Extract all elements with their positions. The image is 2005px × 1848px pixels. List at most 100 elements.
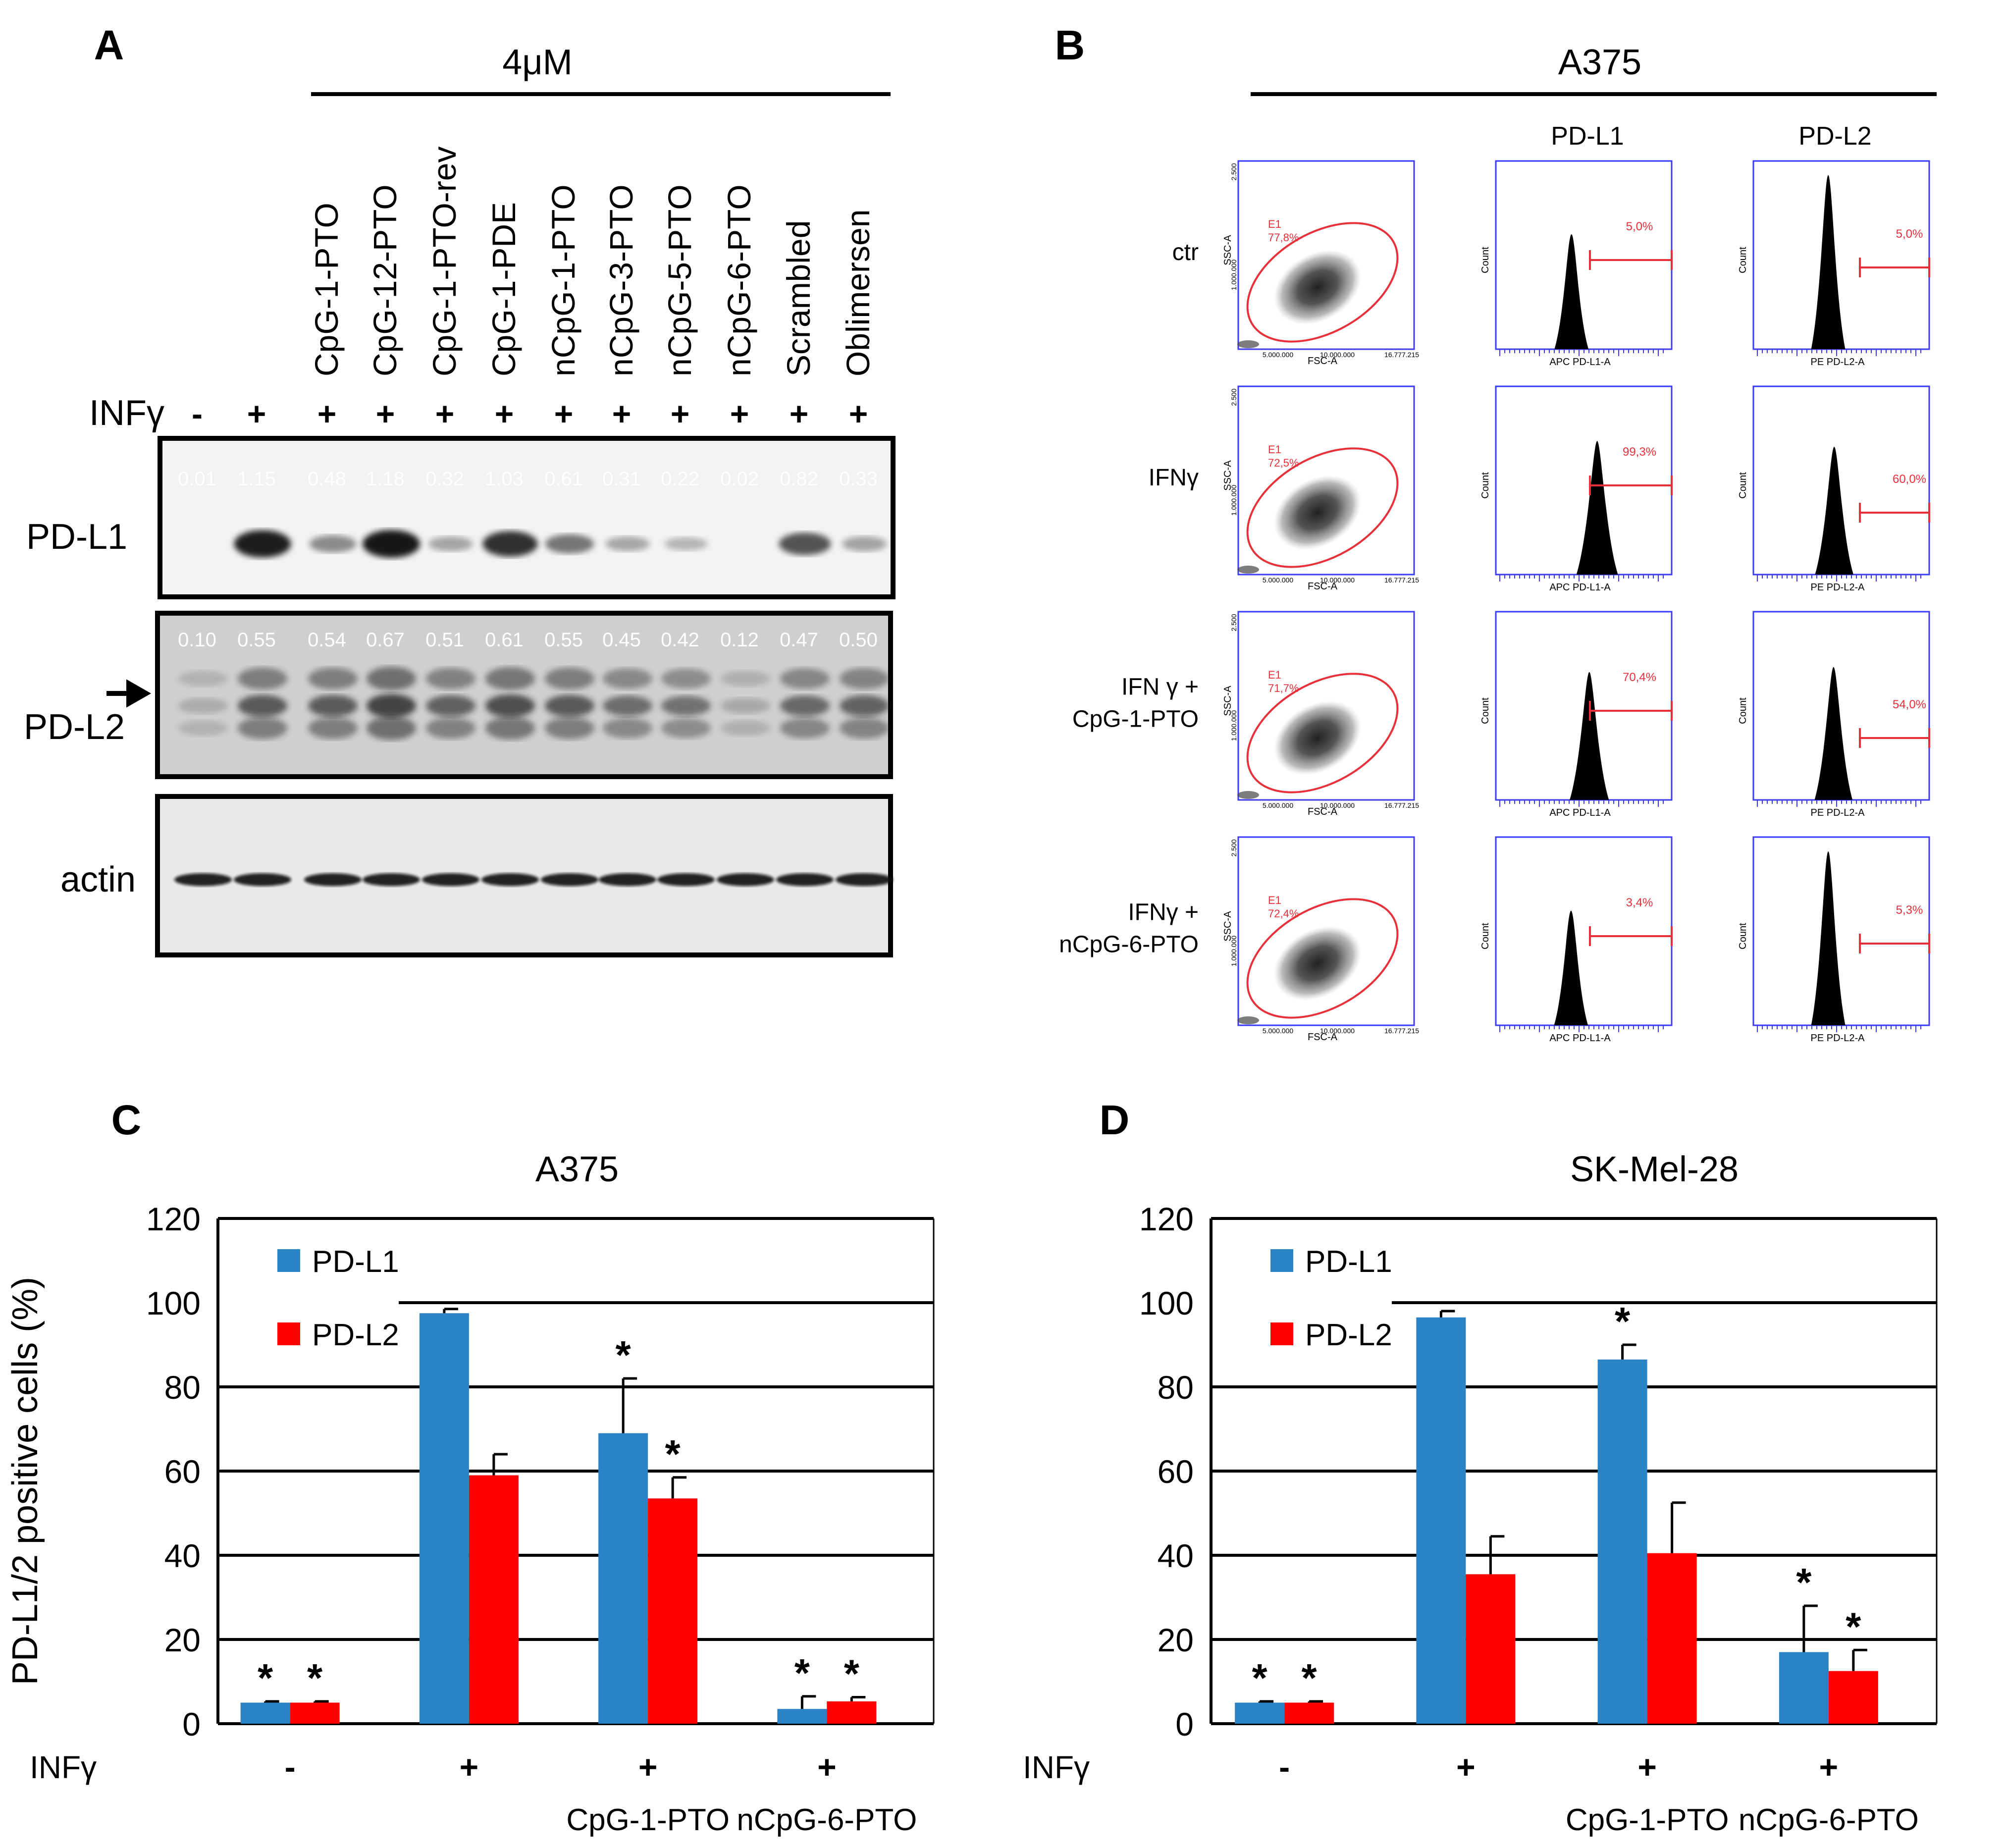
blot-band [603, 718, 652, 739]
y-tick-label: 80 [164, 1369, 201, 1406]
scatter-x-label: FSC-A [1308, 806, 1338, 817]
bar [1647, 1553, 1697, 1724]
blot-band [721, 720, 770, 736]
histogram-peak [1814, 667, 1853, 800]
blot-band [178, 720, 228, 736]
gate-ellipse [1246, 898, 1399, 1019]
infg-mark: + [612, 395, 632, 432]
scatter-x-tick: 5.000.000 [1263, 576, 1293, 584]
histogram-percent: 70,4% [1623, 671, 1656, 684]
blot-band [661, 695, 711, 716]
histogram-x-label: PE PD-L2-A [1811, 582, 1865, 593]
histogram-pd-l1: 70,4% Count APC PD-L1-A [1480, 611, 1673, 818]
significance-star: * [1796, 1560, 1812, 1604]
lane-label: nCpG-6-PTO [721, 184, 757, 376]
blot-band [426, 668, 475, 689]
infg-mark: + [730, 395, 749, 432]
y-tick-label: 100 [146, 1285, 201, 1321]
scatter-y-tick: 2.500 [1230, 614, 1238, 631]
band-quant: 0.45 [602, 629, 641, 651]
band-quant: 1.18 [366, 468, 405, 490]
scatter-x-tick: 10.000.000 [1320, 351, 1355, 359]
lane-label: nCpG-1-PTO [545, 184, 581, 376]
blot-band [721, 698, 770, 714]
histogram-peak [1811, 851, 1846, 1025]
histogram-frame [1752, 836, 1930, 1026]
histogram-x-label: APC PD-L1-A [1549, 807, 1611, 818]
histogram-x-label: PE PD-L2-A [1811, 1033, 1865, 1044]
histogram-peak [1554, 234, 1589, 349]
x-category-label: + [1456, 1748, 1476, 1785]
gate-ellipse [1246, 222, 1399, 343]
legend-swatch [277, 1249, 300, 1272]
bar [1779, 1652, 1829, 1724]
significance-star: * [1302, 1656, 1318, 1700]
histogram-y-label: Count [1480, 247, 1491, 273]
histogram-frame [1495, 160, 1673, 350]
y-tick-label: 20 [164, 1622, 201, 1658]
significance-star: * [844, 1651, 860, 1695]
histogram-x-label: APC PD-L1-A [1549, 1033, 1611, 1044]
blot-band [482, 531, 538, 557]
x-category-label: + [817, 1748, 837, 1785]
scatter-y-label: SSC-A [1222, 460, 1233, 491]
blot-label-actin: actin [60, 860, 136, 899]
blot-band [485, 667, 535, 690]
scatter-y-tick: 1.000.000 [1230, 485, 1238, 516]
panel-a: 4μM CpG-1-PTO CpG-12-PTO CpG-1-PTO-rev CpG-… [24, 43, 896, 957]
infg-marks: - + + + + + + + + + + + [192, 395, 868, 432]
scatter-y-tick: 1.000.000 [1230, 260, 1238, 290]
band-quant: 0.55 [237, 629, 276, 651]
histogram-pd-l2: 5,3% Count PE PD-L2-A [1738, 836, 1930, 1044]
col-header-pd-l2: PD-L2 [1798, 122, 1871, 151]
gate-ellipse [1246, 447, 1399, 568]
infg-mark: + [554, 395, 574, 432]
band-quant: 0.02 [720, 468, 759, 490]
bar [1416, 1317, 1466, 1724]
blot-band [541, 873, 598, 886]
histogram-percent: 5,3% [1896, 903, 1923, 917]
band-quant: 0.12 [720, 629, 759, 651]
legend-swatch [1270, 1249, 1293, 1272]
gate-name: E1 [1268, 443, 1281, 456]
scatter-y-tick: 2.500 [1230, 388, 1238, 406]
bar [598, 1433, 648, 1724]
histogram-frame [1752, 160, 1930, 350]
blot-label-pd-l1: PD-L1 [26, 517, 127, 557]
blot-band [363, 530, 420, 558]
bar [1235, 1702, 1285, 1724]
gate-percent: 77,8% [1268, 231, 1299, 244]
histogram-peak [1570, 672, 1609, 800]
lane-label: CpG-1-PTO-rev [426, 146, 463, 376]
lane-label: Oblimersen [840, 210, 876, 376]
scatter-y-tick: 1.000.000 [1230, 936, 1238, 966]
debris-cluster [1237, 1016, 1259, 1024]
lane-labels: CpG-1-PTO CpG-12-PTO CpG-1-PTO-rev CpG-1-PD… [308, 146, 876, 376]
scatter-y-label: SSC-A [1222, 235, 1233, 265]
significance-star: * [1252, 1656, 1268, 1700]
infg-mark: + [849, 395, 868, 432]
scatter-x-tick: 16.777.215 [1384, 576, 1419, 584]
band-quant: 0.47 [780, 629, 818, 651]
blot-band [605, 536, 650, 551]
scatter-x-label: FSC-A [1308, 1032, 1338, 1043]
band-quant: 0.33 [839, 468, 878, 490]
scatter-x-tick: 5.000.000 [1263, 801, 1293, 809]
blot-band [481, 873, 539, 886]
histogram-percent: 5,0% [1626, 220, 1653, 233]
gate-percent: 72,5% [1268, 457, 1299, 469]
legend-label: PD-L2 [1305, 1318, 1392, 1352]
infg-mark: - [192, 395, 203, 432]
blot-band [717, 873, 774, 886]
blot-band [367, 667, 416, 690]
y-tick-label: 0 [182, 1706, 201, 1742]
x-category-label: + [638, 1748, 658, 1785]
histogram-pd-l1: 99,3% Count APC PD-L1-A [1480, 385, 1673, 593]
panel-letter-c: C [111, 1097, 142, 1143]
histogram-percent: 60,0% [1893, 473, 1926, 486]
blot-band [780, 695, 830, 717]
band-quant: 0.61 [544, 468, 583, 490]
debris-cluster [1237, 566, 1259, 574]
histogram-y-label: Count [1738, 247, 1748, 273]
